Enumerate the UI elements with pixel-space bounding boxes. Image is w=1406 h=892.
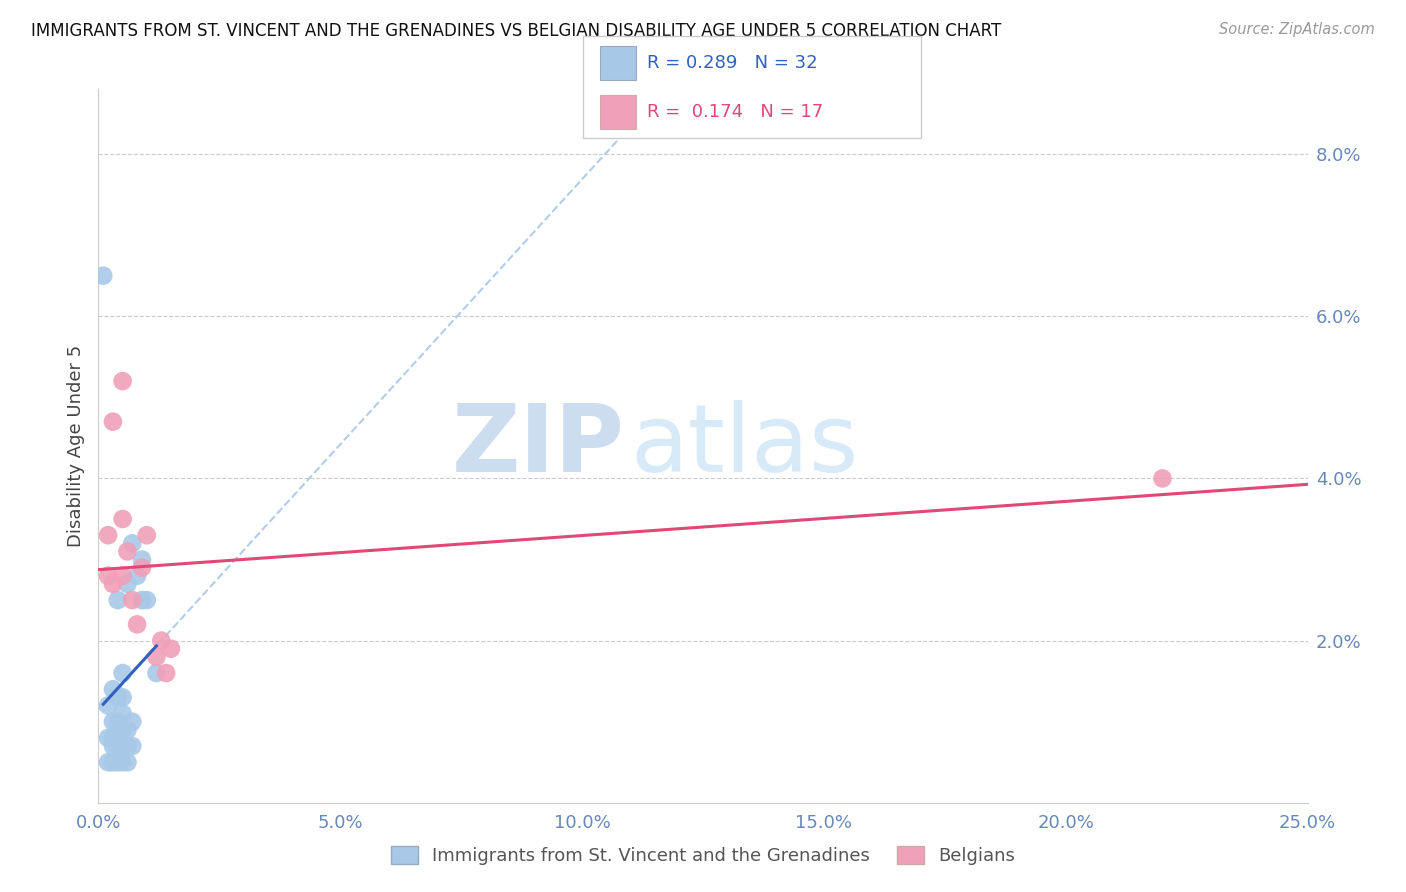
Point xyxy=(111,723,134,737)
Point xyxy=(131,560,153,574)
Text: atlas: atlas xyxy=(630,400,859,492)
Point xyxy=(101,714,124,729)
Point xyxy=(107,593,129,607)
Legend: Immigrants from St. Vincent and the Grenadines, Belgians: Immigrants from St. Vincent and the Gren… xyxy=(384,838,1022,872)
Point xyxy=(97,756,120,770)
Text: R = 0.289   N = 32: R = 0.289 N = 32 xyxy=(647,54,817,72)
Point xyxy=(131,552,153,566)
Point xyxy=(97,698,120,713)
Point xyxy=(101,756,124,770)
Text: ZIP: ZIP xyxy=(451,400,624,492)
Point xyxy=(117,723,139,737)
Point xyxy=(101,739,124,753)
Point xyxy=(111,739,134,753)
Point xyxy=(101,415,124,429)
Point xyxy=(131,593,153,607)
Point xyxy=(117,756,139,770)
Point xyxy=(1152,471,1174,485)
Point xyxy=(101,577,124,591)
Point xyxy=(121,714,143,729)
Text: IMMIGRANTS FROM ST. VINCENT AND THE GRENADINES VS BELGIAN DISABILITY AGE UNDER 5: IMMIGRANTS FROM ST. VINCENT AND THE GREN… xyxy=(31,22,1001,40)
Point xyxy=(111,568,134,582)
Point xyxy=(101,682,124,697)
Point xyxy=(150,633,173,648)
Point xyxy=(111,706,134,721)
Point xyxy=(111,512,134,526)
Point xyxy=(111,690,134,705)
Y-axis label: Disability Age Under 5: Disability Age Under 5 xyxy=(66,345,84,547)
Point xyxy=(111,374,134,388)
Text: Source: ZipAtlas.com: Source: ZipAtlas.com xyxy=(1219,22,1375,37)
Point xyxy=(97,528,120,542)
Point xyxy=(107,756,129,770)
Point xyxy=(97,568,120,582)
Point xyxy=(121,536,143,550)
Point xyxy=(135,593,157,607)
Point xyxy=(107,714,129,729)
Point xyxy=(91,268,114,283)
Point xyxy=(107,690,129,705)
Point xyxy=(127,568,149,582)
Point xyxy=(121,593,143,607)
Point xyxy=(117,544,139,558)
Point xyxy=(145,649,167,664)
Point xyxy=(117,577,139,591)
Point xyxy=(121,739,143,753)
Point xyxy=(101,731,124,745)
Point xyxy=(117,739,139,753)
Point xyxy=(155,666,177,681)
Point xyxy=(135,528,157,542)
Point xyxy=(160,641,183,656)
Point xyxy=(111,756,134,770)
Point xyxy=(145,666,167,681)
Point xyxy=(97,731,120,745)
Text: R =  0.174   N = 17: R = 0.174 N = 17 xyxy=(647,103,823,121)
Point xyxy=(127,617,149,632)
Point xyxy=(107,739,129,753)
Point xyxy=(111,666,134,681)
